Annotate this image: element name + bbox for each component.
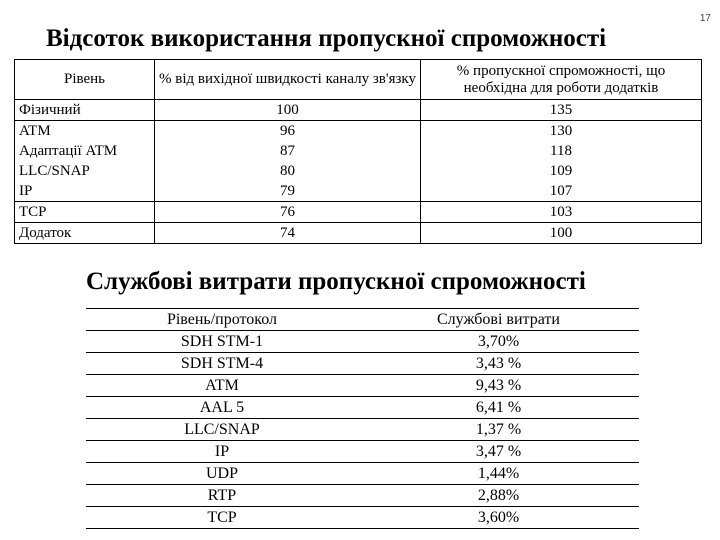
table-row: IP 79 107 (14, 181, 702, 202)
overhead-cell: 2,88% (358, 484, 639, 507)
protocol-cell: SDH STM-4 (86, 352, 358, 375)
app-bandwidth-cell: 107 (420, 181, 702, 202)
table-row: TCP 76 103 (14, 201, 702, 223)
link-speed-cell: 79 (154, 181, 421, 202)
header-link-speed-percent: % від вихідної швидкості каналу зв'язку (154, 59, 421, 100)
overhead-cell: 3,60% (358, 506, 639, 529)
header-level: Рівень (14, 59, 155, 100)
overhead-cell: 9,43 % (358, 374, 639, 397)
level-cell: ATM (14, 120, 155, 141)
app-bandwidth-cell: 103 (420, 201, 702, 223)
level-cell: LLC/SNAP (14, 161, 155, 181)
table-header-row: Рівень/протокол Службові витрати (86, 308, 639, 331)
protocol-cell: ATM (86, 374, 358, 397)
protocol-cell: LLC/SNAP (86, 418, 358, 441)
app-bandwidth-cell: 130 (420, 120, 702, 141)
header-layer-protocol: Рівень/протокол (86, 308, 358, 331)
protocol-cell: UDP (86, 462, 358, 485)
app-bandwidth-cell: 109 (420, 161, 702, 181)
table-row: Додаток 74 100 (14, 222, 702, 244)
app-bandwidth-cell: 118 (420, 141, 702, 161)
table-row: Фізичний 100 135 (14, 99, 702, 121)
protocol-cell: IP (86, 440, 358, 463)
overhead-cell: 3,43 % (358, 352, 639, 375)
table-row: UDP 1,44% (86, 462, 639, 485)
link-speed-cell: 96 (154, 120, 421, 141)
overhead-cell: 3,70% (358, 330, 639, 353)
protocol-cell: SDH STM-1 (86, 330, 358, 353)
table-row: AAL 5 6,41 % (86, 396, 639, 419)
protocol-cell: AAL 5 (86, 396, 358, 419)
level-cell: IP (14, 181, 155, 202)
table-header-row: Рівень % від вихідної швидкості каналу з… (14, 59, 702, 100)
link-speed-cell: 80 (154, 161, 421, 181)
table-row: LLC/SNAP 1,37 % (86, 418, 639, 441)
table-row: Адаптації ATM 87 118 (14, 141, 702, 161)
app-bandwidth-cell: 135 (420, 99, 702, 121)
protocol-cell: TCP (86, 506, 358, 529)
link-speed-cell: 100 (154, 99, 421, 121)
link-speed-cell: 76 (154, 201, 421, 223)
table-row: LLC/SNAP 80 109 (14, 161, 702, 181)
header-overhead: Службові витрати (358, 308, 639, 331)
level-cell: Адаптації ATM (14, 141, 155, 161)
protocol-cell: RTP (86, 484, 358, 507)
overhead-title: Службові витрати пропускної спроможності (86, 268, 586, 295)
link-speed-cell: 74 (154, 222, 421, 244)
link-speed-cell: 87 (154, 141, 421, 161)
table-row: ATM 96 130 (14, 120, 702, 141)
table-row: SDH STM-1 3,70% (86, 330, 639, 353)
table-row: TCP 3,60% (86, 506, 639, 529)
overhead-cell: 6,41 % (358, 396, 639, 419)
page-number: 17 (699, 13, 711, 24)
table-row: RTP 2,88% (86, 484, 639, 507)
overhead-cell: 1,44% (358, 462, 639, 485)
level-cell: Фізичний (14, 99, 155, 121)
table-row: SDH STM-4 3,43 % (86, 352, 639, 375)
table-row: ATM 9,43 % (86, 374, 639, 397)
bandwidth-usage-table: Рівень % від вихідної швидкості каналу з… (14, 59, 702, 244)
bandwidth-usage-title: Відсоток використання пропускної спромож… (46, 25, 607, 52)
overhead-cell: 3,47 % (358, 440, 639, 463)
level-cell: TCP (14, 201, 155, 223)
overhead-cell: 1,37 % (358, 418, 639, 441)
level-cell: Додаток (14, 222, 155, 244)
table-row: IP 3,47 % (86, 440, 639, 463)
header-app-bandwidth-percent: % пропускної спроможності, що необхідна … (420, 59, 702, 100)
overhead-table: Рівень/протокол Службові витрати SDH STM… (86, 308, 639, 529)
app-bandwidth-cell: 100 (420, 222, 702, 244)
